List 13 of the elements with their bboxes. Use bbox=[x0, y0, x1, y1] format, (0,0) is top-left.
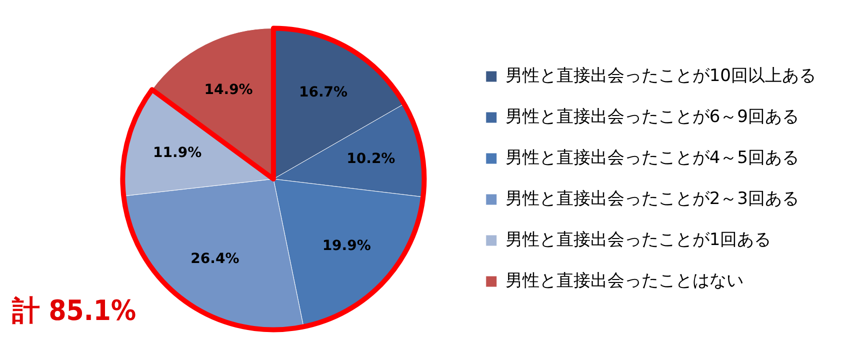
data-label: 11.9% bbox=[153, 144, 202, 161]
data-label: 19.9% bbox=[322, 238, 371, 254]
legend-label: 男性と直接出会ったことが1回ある bbox=[505, 230, 772, 250]
data-label: 26.4% bbox=[190, 251, 240, 268]
legend-label: 男性と直接出会ったことが4～5回ある bbox=[505, 148, 800, 168]
data-label: 10.2% bbox=[346, 150, 396, 167]
legend-label: 男性と直接出会ったことはない bbox=[505, 270, 744, 291]
data-label: 16.7% bbox=[298, 84, 348, 101]
text: 計 85.1% bbox=[12, 293, 136, 329]
legend-label: 男性と直接出会ったことが6～9回ある bbox=[505, 106, 800, 127]
legend-label: 男性と直接出会ったことが10回以上ある bbox=[505, 66, 816, 86]
data-label: 14.9% bbox=[204, 82, 253, 98]
legend-label: 男性と直接出会ったことが2～3回ある bbox=[505, 188, 800, 209]
